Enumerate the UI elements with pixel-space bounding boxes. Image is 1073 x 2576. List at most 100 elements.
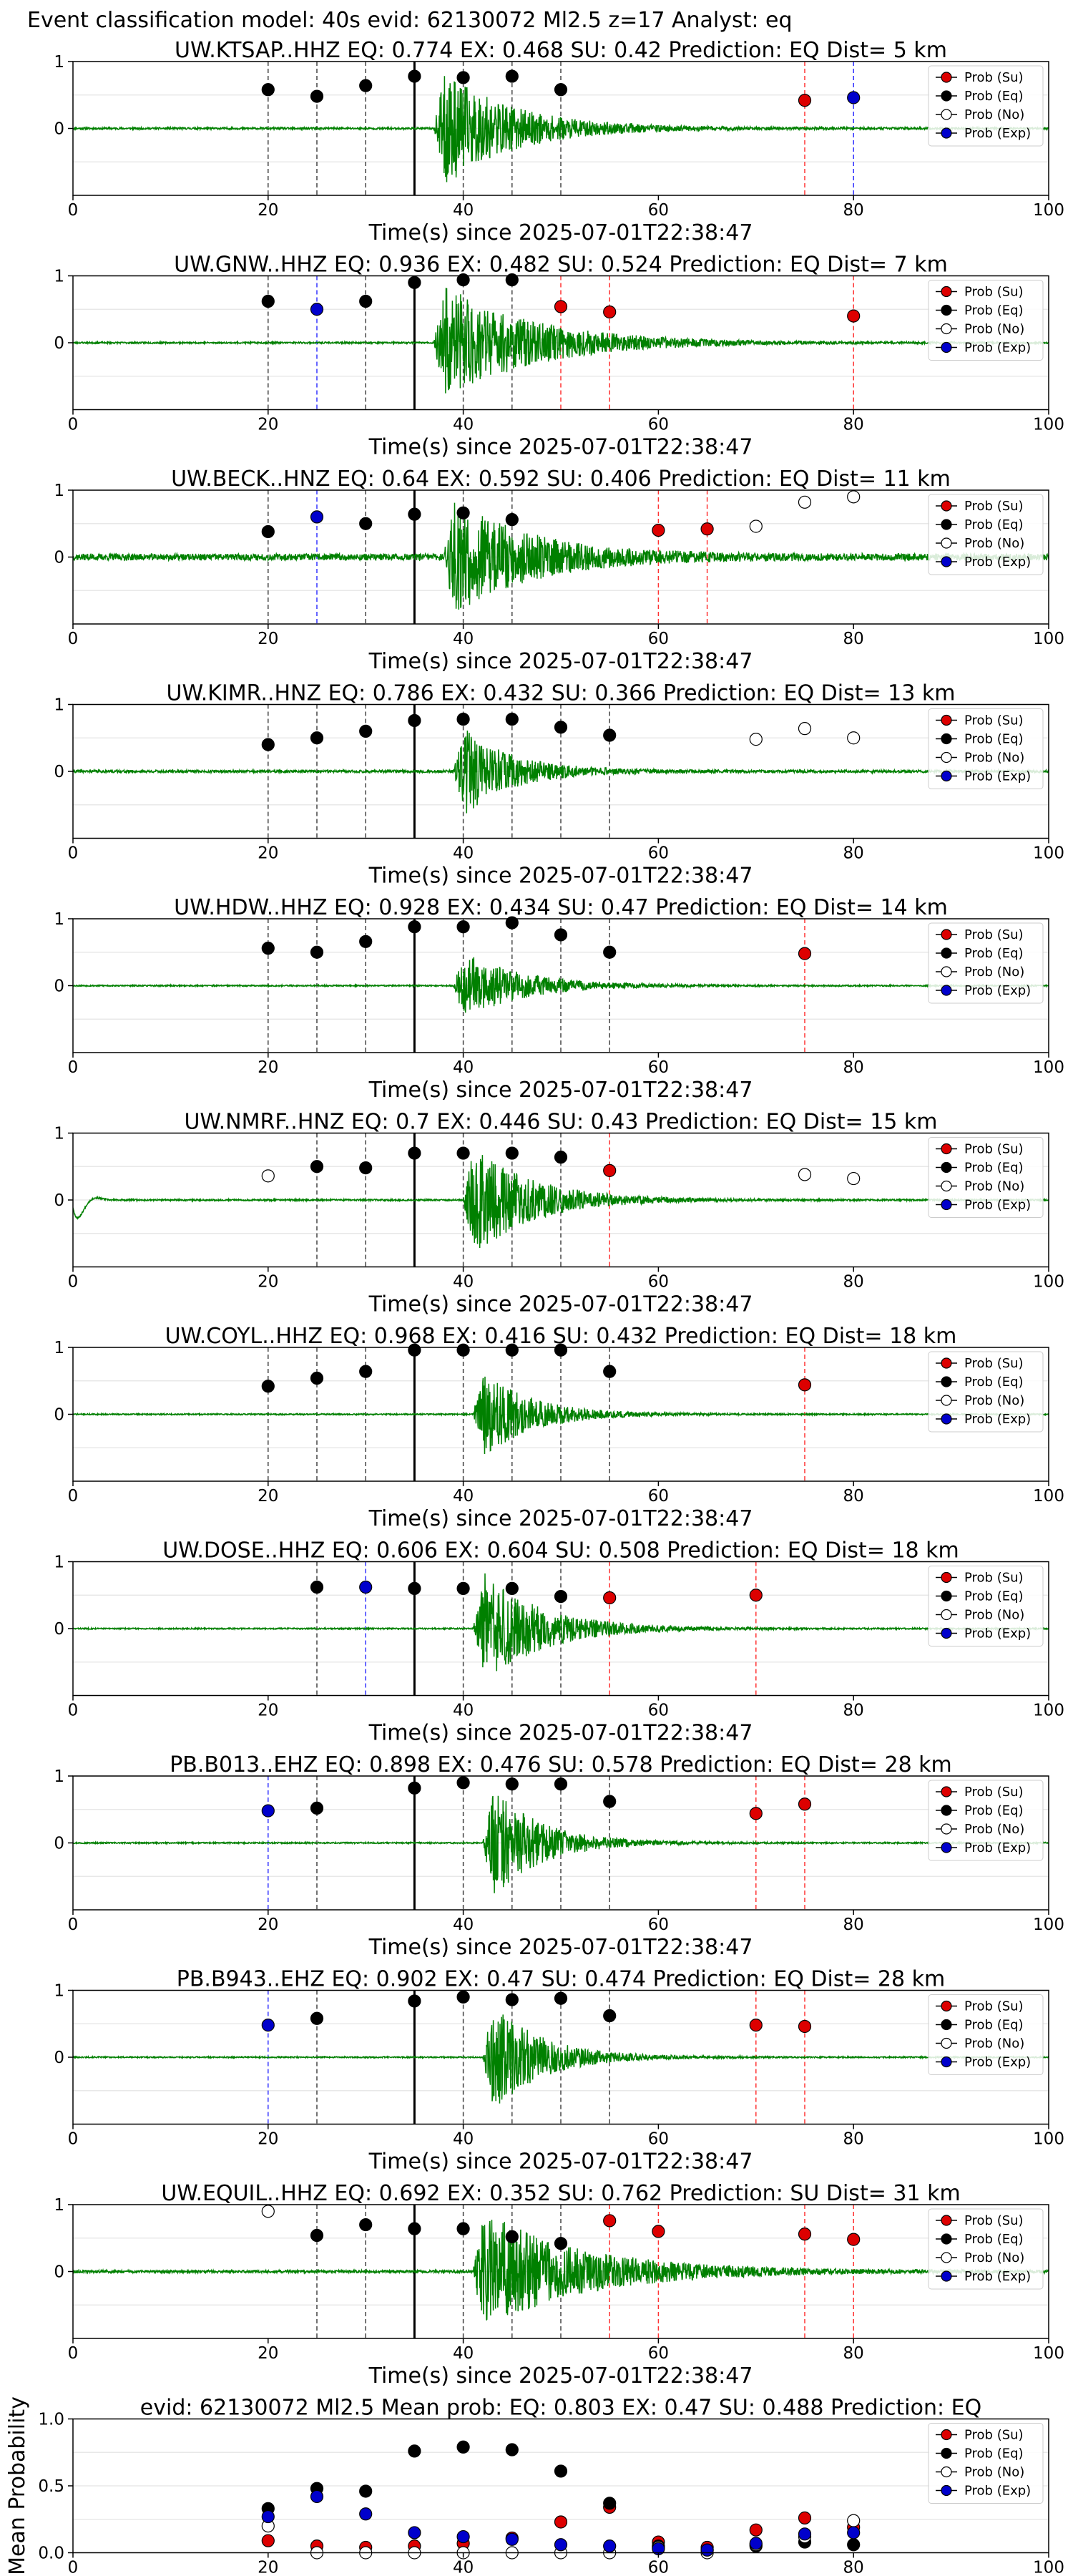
prob-point-eq <box>456 1343 470 1357</box>
prob-point-su <box>700 522 714 536</box>
waveform-trace <box>73 730 1049 814</box>
panel-1: UW.KTSAP..HHZ EQ: 0.774 EX: 0.468 SU: 0.… <box>54 38 1064 245</box>
y-tick-label: 1 <box>54 268 64 286</box>
legend-label-su: Prob (Su) <box>964 499 1024 514</box>
mean-point-exp <box>310 2489 324 2504</box>
x-tick-label: 80 <box>843 2559 864 2576</box>
legend-marker-exp <box>941 2270 952 2282</box>
y-tick-label: 1 <box>54 1125 64 1143</box>
prob-point-eq <box>310 945 324 959</box>
prob-point-eq <box>310 2011 324 2025</box>
legend-marker-no <box>941 751 952 763</box>
x-tick-label: 20 <box>258 201 278 220</box>
x-tick-label: 0 <box>68 1058 79 1077</box>
legend-label-eq: Prob (Eq) <box>964 2446 1024 2462</box>
panel-2: UW.GNW..HHZ EQ: 0.936 EX: 0.482 SU: 0.52… <box>54 253 1064 460</box>
legend-marker-eq <box>941 1161 952 1174</box>
legend-marker-su <box>941 714 952 726</box>
prob-point-eq <box>310 2228 324 2243</box>
x-tick-label: 40 <box>453 2559 474 2576</box>
x-axis-label: Time(s) since 2025-07-01T22:38:47 <box>368 1506 753 1531</box>
prob-point-eq <box>505 513 519 527</box>
prob-point-eq <box>554 83 568 97</box>
x-tick-label: 60 <box>648 1702 669 1720</box>
mean-point-eq <box>554 2464 568 2478</box>
prob-point-eq <box>408 507 421 521</box>
y-tick-label: 0 <box>54 763 64 781</box>
prob-point-no <box>798 1168 812 1181</box>
prob-point-eq <box>603 945 617 959</box>
x-axis-label: Time(s) since 2025-07-01T22:38:47 <box>368 435 753 460</box>
x-tick-label: 40 <box>453 2130 474 2149</box>
legend-label-no: Prob (No) <box>964 1822 1024 1837</box>
mean-point-eq <box>603 2497 617 2510</box>
panel-5: UW.HDW..HHZ EQ: 0.928 EX: 0.434 SU: 0.47… <box>54 895 1064 1103</box>
x-axis-label: Time(s) since 2025-07-01T22:38:47 <box>368 649 753 674</box>
x-tick-label: 100 <box>1033 1916 1064 1934</box>
prob-point-eq <box>408 920 421 934</box>
prob-point-su <box>603 2214 617 2228</box>
x-tick-label: 0 <box>68 1487 79 1506</box>
y-tick-label: 1 <box>54 1553 64 1572</box>
legend-box <box>928 2208 1044 2290</box>
prob-point-su <box>554 300 568 313</box>
legend-marker-exp <box>941 770 952 782</box>
prob-point-eq <box>261 738 275 751</box>
prob-point-eq <box>456 1146 470 1160</box>
plot-area <box>73 704 1049 839</box>
legend-marker-no <box>941 537 952 549</box>
plot-area <box>73 919 1049 1053</box>
legend-label-su: Prob (Su) <box>964 1571 1024 1586</box>
x-tick-label: 100 <box>1033 2130 1064 2149</box>
y-tick-label: 1 <box>54 482 64 500</box>
prob-point-su <box>847 309 861 323</box>
legend-marker-exp <box>941 341 952 353</box>
prob-point-eq <box>261 83 275 97</box>
x-tick-label: 80 <box>843 201 864 220</box>
x-axis-label: Time(s) since 2025-07-01T22:38:47 <box>368 2363 753 2389</box>
prob-point-eq <box>505 1343 519 1357</box>
legend-label-exp: Prob (Exp) <box>964 1840 1031 1855</box>
legend-marker-no <box>941 1395 952 1406</box>
prob-point-eq <box>554 1343 568 1357</box>
legend-label-su: Prob (Su) <box>964 713 1024 728</box>
panel-7: UW.COYL..HHZ EQ: 0.968 EX: 0.416 SU: 0.4… <box>54 1324 1064 1531</box>
prob-point-eq <box>261 525 275 539</box>
prob-point-eq <box>359 79 373 92</box>
x-tick-label: 80 <box>843 2130 864 2149</box>
waveform-trace <box>73 2014 1049 2104</box>
x-tick-label: 40 <box>453 1273 474 1292</box>
x-tick-label: 20 <box>258 1702 278 1720</box>
y-tick-label: 1 <box>54 1339 64 1357</box>
x-tick-label: 80 <box>843 1273 864 1292</box>
prob-point-eq <box>408 1343 421 1357</box>
legend-label-exp: Prob (Exp) <box>964 2269 1031 2284</box>
legend-marker-exp <box>941 1413 952 1425</box>
x-tick-label: 100 <box>1033 416 1064 434</box>
x-tick-label: 20 <box>258 844 278 863</box>
y-tick-label: 1 <box>54 53 64 72</box>
prob-point-eq <box>408 713 421 728</box>
plot-area <box>73 490 1049 624</box>
prob-point-su <box>847 2233 861 2246</box>
x-tick-label: 20 <box>258 1058 278 1077</box>
legend-label-no: Prob (No) <box>964 1608 1024 1623</box>
mean-point-eq <box>408 2444 421 2458</box>
prob-point-su <box>652 2225 665 2238</box>
prob-point-eq <box>456 2222 470 2235</box>
legend-label-exp: Prob (Exp) <box>964 983 1031 998</box>
legend-label-su: Prob (Su) <box>964 1142 1024 1157</box>
prob-point-eq <box>310 1580 324 1594</box>
prob-point-eq <box>359 724 373 738</box>
prob-point-eq <box>359 2218 373 2232</box>
y-tick-label: 0 <box>54 120 64 139</box>
x-tick-label: 80 <box>843 1058 864 1077</box>
legend-marker-no <box>941 1180 952 1192</box>
prob-point-su <box>603 305 617 319</box>
mean-point-exp <box>261 2509 275 2524</box>
prob-point-exp <box>261 1804 275 1818</box>
x-axis-label: Time(s) since 2025-07-01T22:38:47 <box>368 1721 753 1746</box>
legend-marker-no <box>941 2466 952 2478</box>
y-tick-label: 1 <box>54 2196 64 2215</box>
legend-label-exp: Prob (Exp) <box>964 341 1031 356</box>
